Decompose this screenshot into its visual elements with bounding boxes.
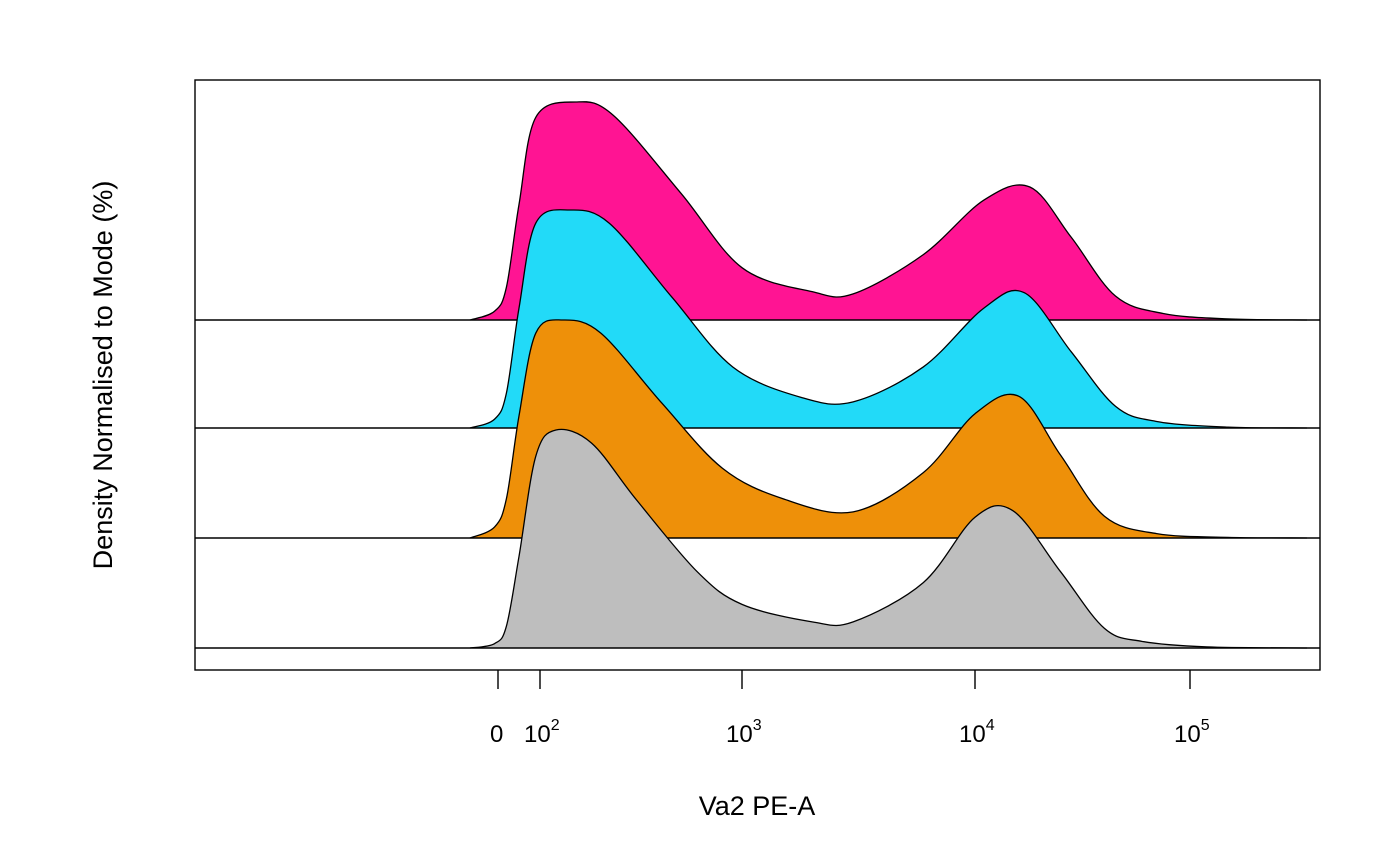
density-band-1 [195,428,1320,649]
x-tick-label: 0 [490,721,503,748]
x-tick-label: 103 [726,717,762,748]
density-band-3 [195,209,1320,429]
density-outline-3 [469,209,1307,429]
x-axis: 0 102 103 104 105 [490,670,1210,748]
x-tick-label: 105 [1174,717,1210,748]
density-band-4 [195,101,1320,321]
density-outline-4 [469,101,1307,321]
density-outline-1 [469,428,1307,649]
x-tick-label: 104 [959,717,995,748]
density-band-2 [195,319,1320,539]
density-outline-2 [469,319,1307,539]
x-tick-label: 102 [524,717,560,748]
density-area-3 [470,209,1307,428]
density-area-4 [470,101,1307,320]
x-axis-label: Va2 PE-A [699,791,816,821]
density-area-2 [470,319,1307,538]
plot-frame [194,79,1321,671]
density-area-1 [470,429,1307,648]
density-bands [195,101,1320,649]
y-axis-label: Density Normalised to Mode (%) [88,181,118,570]
